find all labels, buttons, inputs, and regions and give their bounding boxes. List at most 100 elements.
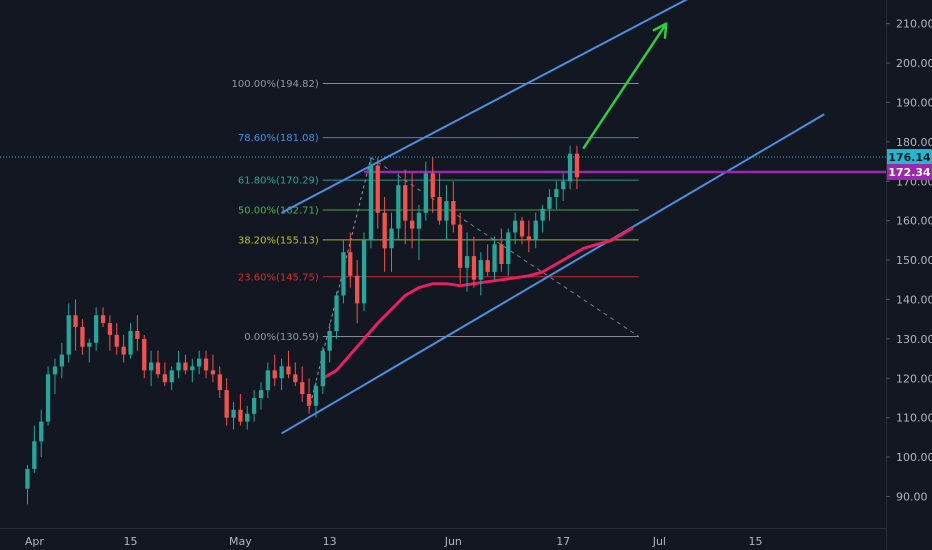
candle-body <box>176 362 181 371</box>
candle-body <box>437 197 442 221</box>
candle-body <box>210 370 216 375</box>
candle-body <box>334 295 339 331</box>
y-tick-label: 130.00 <box>896 333 932 346</box>
x-tick-label: 17 <box>556 535 570 548</box>
candle-body <box>300 382 305 394</box>
x-tick-label: 13 <box>323 535 337 548</box>
price-tag-label: 172.34 <box>888 166 931 179</box>
candle-body <box>121 346 126 355</box>
candle-body <box>471 256 477 280</box>
candle-body <box>279 366 284 379</box>
y-tick-label: 180.00 <box>896 136 932 149</box>
x-tick-label: May <box>229 535 252 548</box>
y-tick-label: 210.00 <box>896 18 932 31</box>
candle-body <box>341 252 346 296</box>
candle-body <box>306 394 312 406</box>
candle-body <box>567 153 573 182</box>
candle-body <box>423 173 428 213</box>
candle-body <box>128 331 133 355</box>
x-tick-label: Jul <box>652 535 666 548</box>
candle-body <box>39 421 44 442</box>
candle-body <box>375 165 380 213</box>
candle-body <box>169 370 174 383</box>
candle-body <box>155 362 161 375</box>
y-tick-label: 190.00 <box>896 96 932 109</box>
candle-body <box>59 354 64 367</box>
candle-body <box>238 409 243 422</box>
candle-body <box>217 374 222 391</box>
candle-body <box>348 252 353 276</box>
candle-body <box>142 338 147 371</box>
candle-body <box>80 327 85 347</box>
fib-level-label: 78.60%(181.08) <box>238 133 319 144</box>
candle-body <box>526 236 531 241</box>
candle-body <box>135 331 140 339</box>
candle-body <box>32 441 37 469</box>
candle-body <box>149 362 154 371</box>
candle-body <box>320 350 325 387</box>
candle-body <box>547 197 552 209</box>
channel-upper-line <box>281 0 688 214</box>
descending-dashed-line <box>370 157 640 337</box>
fib-level-label: 50.00%(162.71) <box>238 205 319 216</box>
fib-level-label: 61.80%(170.29) <box>238 176 319 187</box>
candle-body <box>293 374 298 383</box>
candle-body <box>499 244 504 264</box>
candle-body <box>87 342 92 347</box>
candle-body <box>464 256 470 268</box>
candle-body <box>554 189 559 197</box>
candle-body <box>458 224 463 268</box>
projection-arrow-shaft <box>582 22 668 150</box>
candle-body <box>368 165 374 241</box>
fib-trend-line <box>308 157 372 410</box>
price-tag-label: 176.14 <box>888 151 931 164</box>
price-tag <box>887 149 932 166</box>
y-tick-label: 140.00 <box>896 293 932 306</box>
candle-body <box>519 220 525 237</box>
x-tick-label: Jun <box>444 535 462 548</box>
candle-body <box>52 366 58 375</box>
candle-body <box>258 390 264 398</box>
candle-body <box>355 275 360 304</box>
price-tag <box>887 164 932 181</box>
candle-body <box>25 468 30 489</box>
candle-body <box>574 153 580 178</box>
candle-body <box>203 358 209 371</box>
candle-body <box>533 220 538 241</box>
candle-body <box>66 315 71 355</box>
candle-body <box>561 181 566 190</box>
candle-body <box>382 212 387 249</box>
candle-body <box>107 323 113 335</box>
x-tick-label: 15 <box>749 535 763 548</box>
channel-lower-line <box>281 113 825 435</box>
y-tick-label: 160.00 <box>896 215 932 228</box>
candle-body <box>313 386 319 406</box>
candle-body <box>224 390 229 418</box>
x-tick-label: Apr <box>25 535 45 548</box>
fib-level-label: 100.00%(194.82) <box>232 79 319 90</box>
candle-body <box>361 240 367 304</box>
candle-body <box>286 366 291 375</box>
candle-body <box>478 260 483 280</box>
candle-body <box>231 409 236 418</box>
candle-body <box>190 366 195 371</box>
candle-body <box>444 201 449 221</box>
candle-body <box>265 370 270 391</box>
y-tick-label: 90.00 <box>896 490 928 503</box>
candle-body <box>492 244 497 272</box>
candle-body <box>327 331 332 351</box>
candle-body <box>506 232 511 264</box>
fib-level-label: 38.20%(155.13) <box>238 235 319 246</box>
x-tick-label: 15 <box>123 535 137 548</box>
y-tick-label: 120.00 <box>896 372 932 385</box>
y-tick-label: 110.00 <box>896 412 932 425</box>
candle-body <box>73 315 78 327</box>
candle-body <box>451 201 456 225</box>
candle-body <box>114 334 119 347</box>
candle-body <box>403 185 408 221</box>
candle-body <box>485 260 490 272</box>
fib-level-label: 23.60%(145.75) <box>238 272 319 283</box>
